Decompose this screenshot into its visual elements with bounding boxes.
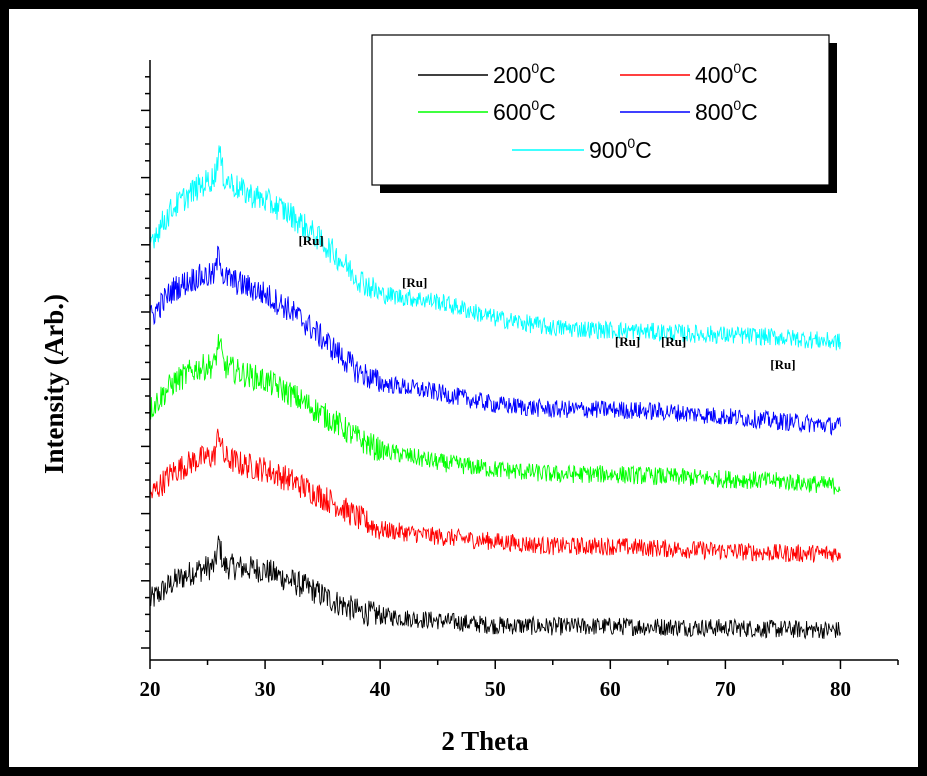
series-line-200 bbox=[149, 535, 841, 640]
x-axis-title: 2 Theta bbox=[441, 726, 529, 756]
legend-label-800: 8000C bbox=[695, 97, 758, 125]
legend-label-900: 9000C bbox=[589, 135, 652, 163]
series-layer bbox=[149, 145, 841, 640]
legend-label-400: 4000C bbox=[695, 60, 758, 88]
series-line-800 bbox=[149, 245, 841, 436]
legend-label-600: 6000C bbox=[493, 97, 556, 125]
y-axis-title: Intensity (Arb.) bbox=[39, 294, 69, 474]
x-tick-label: 40 bbox=[370, 677, 391, 701]
legend-label-200: 2000C bbox=[493, 60, 556, 88]
series-line-900 bbox=[149, 145, 841, 351]
x-tick-label: 70 bbox=[715, 677, 736, 701]
annotation-layer: [Ru] [Ru] [Ru] [Ru] [Ru] bbox=[298, 233, 795, 372]
ru-peak-label: [Ru] bbox=[298, 233, 323, 248]
legend: 2000C 4000C 6000C 8000C 9000C bbox=[371, 34, 837, 193]
x-tick-label: 30 bbox=[255, 677, 276, 701]
ru-peak-label: [Ru] bbox=[615, 334, 640, 349]
ru-peak-label: [Ru] bbox=[661, 334, 686, 349]
series-line-600 bbox=[149, 334, 841, 495]
x-tick-label: 20 bbox=[140, 677, 161, 701]
legend-entries: 2000C 4000C 6000C 8000C 9000C bbox=[418, 60, 758, 163]
series-line-400 bbox=[149, 428, 841, 563]
ru-peak-label: [Ru] bbox=[402, 275, 427, 290]
x-tick-label: 50 bbox=[485, 677, 506, 701]
legend-box bbox=[371, 34, 830, 186]
x-tick-label: 80 bbox=[830, 677, 851, 701]
axes-layer: 20 30 40 50 60 70 80 bbox=[140, 60, 899, 701]
x-tick-label: 60 bbox=[600, 677, 621, 701]
ru-peak-label: [Ru] bbox=[770, 357, 795, 372]
